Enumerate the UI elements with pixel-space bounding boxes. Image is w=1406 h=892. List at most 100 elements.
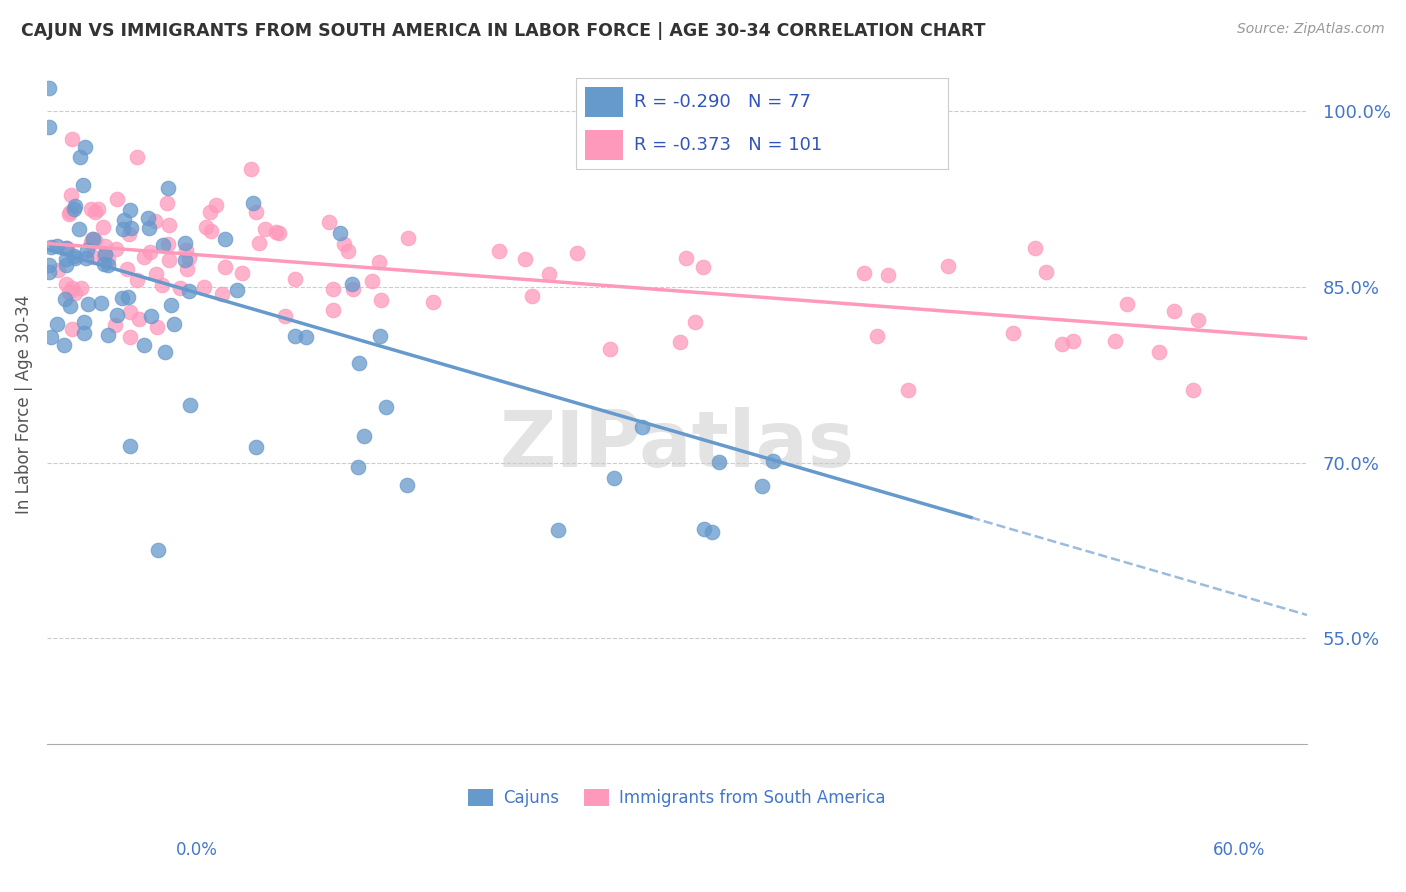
Point <box>295 330 318 344</box>
Point <box>128 312 150 326</box>
Point <box>264 225 287 239</box>
Point <box>111 291 134 305</box>
Point <box>225 284 247 298</box>
Point <box>111 222 134 236</box>
Point <box>104 318 127 333</box>
Point <box>83 234 105 248</box>
Point <box>897 383 920 397</box>
Point <box>214 232 236 246</box>
Point <box>105 308 128 322</box>
Point <box>1104 334 1126 348</box>
Point <box>38 80 60 95</box>
Point <box>269 226 291 240</box>
Point <box>127 273 149 287</box>
Point <box>342 282 364 296</box>
Point <box>361 274 384 288</box>
Point <box>90 296 112 310</box>
Text: 60.0%: 60.0% <box>1213 840 1265 858</box>
Point <box>59 205 82 219</box>
Point <box>513 252 536 266</box>
Point <box>179 285 201 299</box>
Point <box>368 329 391 343</box>
Point <box>231 266 253 280</box>
Point <box>152 238 174 252</box>
Point <box>93 219 115 234</box>
Point <box>46 239 69 253</box>
Point <box>340 277 363 292</box>
Point <box>374 400 396 414</box>
Point <box>157 236 180 251</box>
Point <box>247 236 270 251</box>
Point <box>1050 337 1073 351</box>
Point <box>58 285 80 299</box>
Point <box>1163 304 1185 318</box>
Point <box>38 265 60 279</box>
Point <box>1024 241 1046 255</box>
Text: Source: ZipAtlas.com: Source: ZipAtlas.com <box>1237 22 1385 37</box>
Point <box>522 288 544 302</box>
Point <box>65 199 87 213</box>
Text: ZIPatlas: ZIPatlas <box>499 407 855 483</box>
Point <box>115 262 138 277</box>
Point <box>69 281 91 295</box>
Point <box>127 150 149 164</box>
Point <box>193 280 215 294</box>
Point <box>60 322 83 336</box>
Point <box>333 236 356 251</box>
Point <box>118 227 141 241</box>
Point <box>602 471 624 485</box>
Point <box>94 239 117 253</box>
Point <box>38 258 60 272</box>
Point <box>112 212 135 227</box>
Point <box>69 150 91 164</box>
Point <box>145 268 167 282</box>
Point <box>150 278 173 293</box>
Point <box>55 241 77 255</box>
Point <box>242 196 264 211</box>
Point <box>146 319 169 334</box>
Point <box>87 202 110 217</box>
Y-axis label: In Labor Force | Age 30-34: In Labor Force | Age 30-34 <box>15 294 32 514</box>
Point <box>60 132 83 146</box>
Point <box>118 439 141 453</box>
Point <box>82 232 104 246</box>
Point <box>318 215 340 229</box>
Point <box>82 250 104 264</box>
Point <box>852 266 875 280</box>
Point <box>538 268 561 282</box>
Point <box>120 202 142 217</box>
Point <box>353 429 375 443</box>
Point <box>80 236 103 251</box>
Point <box>105 242 128 256</box>
Point <box>547 523 569 537</box>
Point <box>1035 265 1057 279</box>
Point <box>200 205 222 219</box>
Point <box>751 479 773 493</box>
Point <box>396 231 419 245</box>
Point <box>1182 383 1205 397</box>
Point <box>179 398 201 412</box>
Point <box>77 297 100 311</box>
Point <box>63 252 86 266</box>
Point <box>214 260 236 275</box>
Point <box>200 224 222 238</box>
Point <box>284 328 307 343</box>
Point <box>179 251 201 265</box>
Point <box>693 522 716 536</box>
Point <box>63 202 86 216</box>
Point <box>105 193 128 207</box>
Point <box>159 298 181 312</box>
Point <box>55 252 77 266</box>
Point <box>73 315 96 329</box>
Text: 0.0%: 0.0% <box>176 840 218 858</box>
Point <box>370 293 392 307</box>
Point <box>53 292 76 306</box>
Point <box>631 419 654 434</box>
Point <box>120 221 142 235</box>
Point <box>254 221 277 235</box>
Point <box>284 271 307 285</box>
Point <box>134 250 156 264</box>
Point <box>97 258 120 272</box>
Point <box>936 259 959 273</box>
Point <box>93 257 115 271</box>
